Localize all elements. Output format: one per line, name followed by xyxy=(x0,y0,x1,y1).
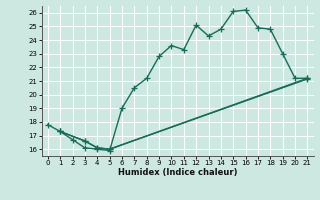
X-axis label: Humidex (Indice chaleur): Humidex (Indice chaleur) xyxy=(118,168,237,177)
